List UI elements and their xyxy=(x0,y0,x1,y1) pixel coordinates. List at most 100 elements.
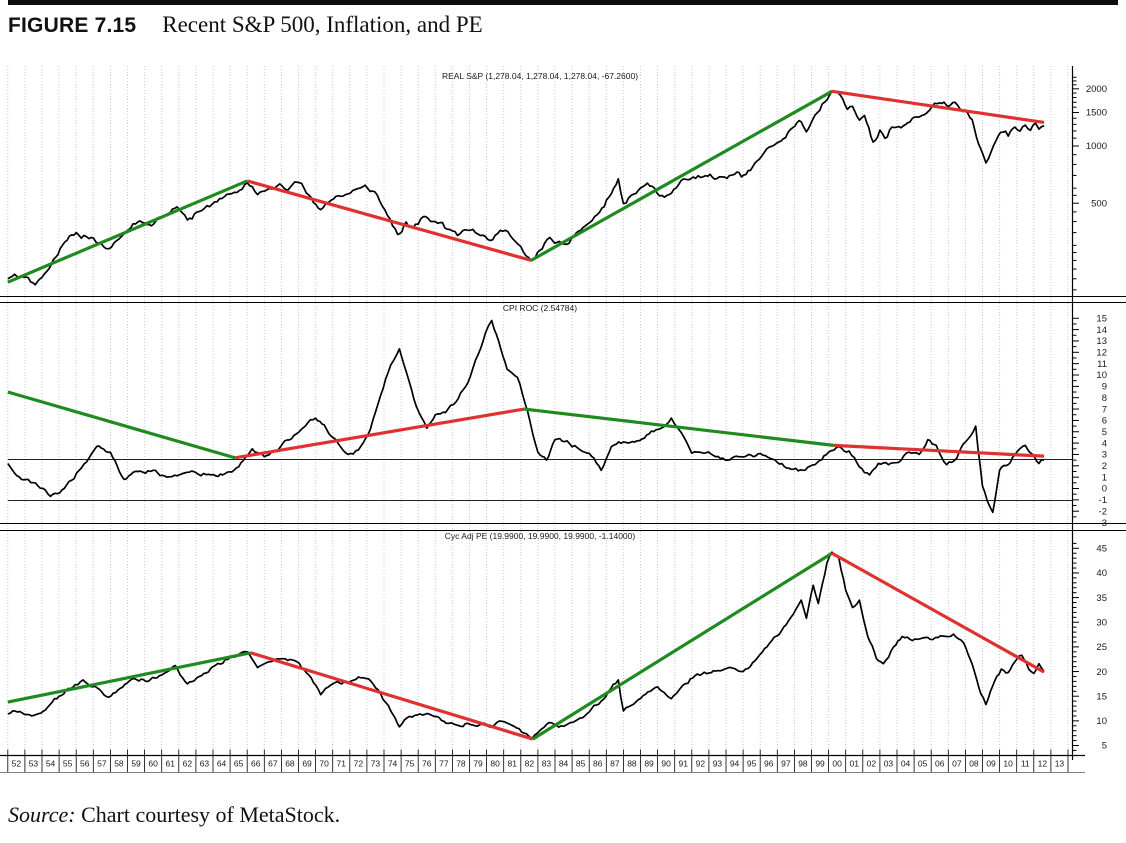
svg-text:83: 83 xyxy=(542,759,552,769)
svg-text:97: 97 xyxy=(781,759,791,769)
svg-text:71: 71 xyxy=(337,759,347,769)
inflation-drift-2000-2012 xyxy=(833,443,1045,458)
trendlines-cpi-roc xyxy=(7,390,1045,460)
svg-text:07: 07 xyxy=(952,759,962,769)
svg-text:96: 96 xyxy=(764,759,774,769)
svg-text:10: 10 xyxy=(1096,716,1107,727)
secular-downtrend-1966-1982 xyxy=(246,179,532,262)
svg-text:72: 72 xyxy=(354,759,364,769)
svg-text:7: 7 xyxy=(1102,404,1107,415)
svg-text:56: 56 xyxy=(80,759,90,769)
svg-text:30: 30 xyxy=(1096,617,1107,628)
svg-text:81: 81 xyxy=(508,759,518,769)
svg-text:57: 57 xyxy=(97,759,107,769)
source-prefix: Source: xyxy=(8,802,76,827)
svg-text:91: 91 xyxy=(679,759,689,769)
svg-text:-2: -2 xyxy=(1099,506,1107,517)
svg-text:40: 40 xyxy=(1096,568,1107,579)
svg-text:1: 1 xyxy=(1102,472,1107,483)
svg-text:9: 9 xyxy=(1102,382,1107,393)
svg-text:4: 4 xyxy=(1102,438,1107,449)
svg-text:1500: 1500 xyxy=(1086,108,1107,119)
svg-text:20: 20 xyxy=(1096,667,1107,678)
svg-text:11: 11 xyxy=(1021,759,1030,769)
svg-text:11: 11 xyxy=(1097,359,1107,370)
svg-text:75: 75 xyxy=(405,759,415,769)
svg-text:04: 04 xyxy=(901,759,911,769)
top-rule xyxy=(8,0,1118,5)
svg-text:76: 76 xyxy=(422,759,432,769)
secular-uptrend-1952-1966 xyxy=(7,179,248,284)
figure-header: FIGURE 7.15 Recent S&P 500, Inflation, an… xyxy=(8,12,483,38)
pe-uptrend-1982-2000 xyxy=(531,551,833,741)
secular-downtrend-2000-2012 xyxy=(831,89,1045,125)
svg-text:62: 62 xyxy=(183,759,193,769)
svg-text:78: 78 xyxy=(456,759,466,769)
svg-text:05: 05 xyxy=(918,759,928,769)
svg-text:8: 8 xyxy=(1102,393,1107,404)
svg-text:70: 70 xyxy=(319,759,329,769)
svg-text:58: 58 xyxy=(114,759,124,769)
svg-text:35: 35 xyxy=(1096,593,1107,604)
svg-text:13: 13 xyxy=(1055,759,1065,769)
svg-text:-3: -3 xyxy=(1099,518,1107,529)
svg-text:64: 64 xyxy=(217,759,227,769)
trendlines-real-sp xyxy=(7,89,1045,284)
svg-text:61: 61 xyxy=(166,759,176,769)
x-axis: 52 53 54 55 56 57 58 59 60 61 62 63 64 65 66 67 68 69 70 71… xyxy=(7,749,1069,772)
svg-text:1000: 1000 xyxy=(1086,141,1107,152)
svg-text:54: 54 xyxy=(46,759,56,769)
source-line: Source: Chart courtesy of MetaStock. xyxy=(8,802,340,828)
svg-text:2000: 2000 xyxy=(1086,84,1107,95)
svg-text:60: 60 xyxy=(148,759,158,769)
pe-downtrend-1966-1982 xyxy=(250,651,534,741)
svg-text:53: 53 xyxy=(29,759,39,769)
price-line-cyc-adj-pe xyxy=(7,551,1045,739)
svg-text:98: 98 xyxy=(798,759,808,769)
inflation-downtrend-1952-1965 xyxy=(7,390,236,460)
trendlines-cyc-adj-pe xyxy=(7,551,1045,741)
svg-text:67: 67 xyxy=(268,759,278,769)
svg-text:52: 52 xyxy=(12,759,22,769)
svg-text:15: 15 xyxy=(1096,691,1107,702)
pe-uptrend-1952-1966 xyxy=(7,651,251,704)
price-line-real-sp xyxy=(7,90,1045,286)
svg-text:89: 89 xyxy=(644,759,654,769)
pe-downtrend-2000-2012 xyxy=(831,551,1045,674)
svg-text:99: 99 xyxy=(815,759,825,769)
svg-text:10: 10 xyxy=(1003,759,1013,769)
svg-text:00: 00 xyxy=(832,759,842,769)
svg-text:01: 01 xyxy=(850,759,860,769)
svg-text:66: 66 xyxy=(251,759,261,769)
svg-text:63: 63 xyxy=(200,759,210,769)
svg-text:14: 14 xyxy=(1096,325,1107,336)
svg-text:82: 82 xyxy=(525,759,535,769)
svg-text:10: 10 xyxy=(1096,370,1107,381)
figure-title: Recent S&P 500, Inflation, and PE xyxy=(162,12,483,37)
svg-text:-1: -1 xyxy=(1099,495,1107,506)
panel-title-cyc-adj-pe: Cyc Adj PE (19.9900, 19.9900, 19.9900, -… xyxy=(445,531,636,541)
svg-text:86: 86 xyxy=(593,759,603,769)
svg-text:03: 03 xyxy=(884,759,894,769)
svg-text:12: 12 xyxy=(1096,348,1107,359)
panel-title-cpi-roc: CPI ROC (2.54784) xyxy=(503,303,577,313)
svg-text:Cyc Adj PE (19.9900, 19.9900,: Cyc Adj PE (19.9900, 19.9900, 19.9900, -… xyxy=(445,531,636,541)
svg-text:59: 59 xyxy=(131,759,141,769)
svg-text:74: 74 xyxy=(388,759,398,769)
svg-text:5: 5 xyxy=(1102,741,1107,752)
svg-text:77: 77 xyxy=(439,759,449,769)
svg-text:88: 88 xyxy=(627,759,637,769)
svg-text:500: 500 xyxy=(1091,198,1107,209)
svg-text:69: 69 xyxy=(302,759,312,769)
svg-text:73: 73 xyxy=(371,759,381,769)
svg-text:65: 65 xyxy=(234,759,244,769)
svg-text:3: 3 xyxy=(1102,450,1107,461)
svg-text:79: 79 xyxy=(473,759,483,769)
svg-text:55: 55 xyxy=(63,759,73,769)
svg-text:85: 85 xyxy=(576,759,586,769)
svg-text:68: 68 xyxy=(285,759,295,769)
svg-text:95: 95 xyxy=(747,759,757,769)
svg-text:92: 92 xyxy=(696,759,706,769)
svg-text:02: 02 xyxy=(867,759,877,769)
